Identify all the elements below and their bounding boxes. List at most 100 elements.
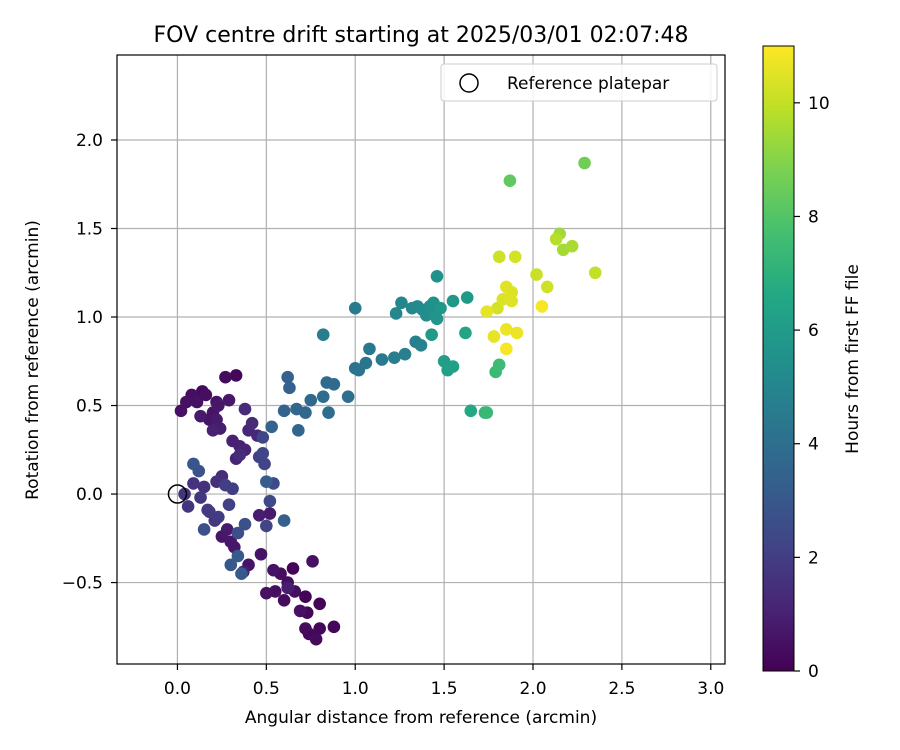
data-point — [181, 500, 195, 513]
data-points — [174, 156, 602, 646]
data-point — [178, 487, 191, 501]
y-tick-marks — [111, 139, 117, 584]
data-point — [187, 457, 200, 471]
data-point — [434, 301, 447, 315]
y-tick-label: 1.5 — [76, 219, 103, 239]
y-axis-label: Rotation from reference (arcmin) — [23, 220, 43, 500]
data-point — [565, 239, 579, 253]
data-point — [299, 590, 312, 604]
legend-box — [440, 63, 718, 102]
y-tick-label: −0.5 — [62, 574, 103, 594]
x-tick-label: 0.5 — [253, 679, 280, 699]
data-point — [199, 388, 213, 402]
y-tick-label: 0.5 — [76, 397, 103, 417]
data-point — [231, 549, 245, 563]
data-point — [480, 305, 494, 319]
data-point — [277, 404, 291, 418]
data-point — [398, 347, 412, 361]
data-point — [492, 250, 506, 264]
data-point — [395, 296, 408, 310]
data-point — [588, 266, 602, 280]
data-point — [224, 558, 238, 572]
data-point — [194, 409, 207, 423]
x-tick-label: 3.0 — [697, 679, 724, 699]
data-point — [500, 342, 513, 356]
data-point — [306, 555, 319, 568]
grid-lines — [117, 55, 725, 664]
data-point — [212, 399, 225, 412]
x-tick-label: 1.0 — [342, 679, 369, 699]
colorbar-gradient — [762, 45, 795, 672]
colorbar: 0 2 4 6 8 10 Hours from first FF file — [762, 45, 863, 682]
data-point — [260, 519, 273, 533]
data-point — [327, 620, 341, 634]
data-point — [256, 447, 270, 460]
data-point — [316, 390, 330, 403]
data-point — [265, 420, 278, 434]
legend: Reference platepar — [440, 63, 718, 102]
data-point — [348, 301, 362, 315]
data-point — [226, 482, 239, 496]
colorbar-ticks — [794, 102, 800, 672]
x-tick-marks — [176, 664, 712, 670]
data-point — [549, 232, 563, 246]
data-point — [446, 294, 460, 308]
colorbar-label: Hours from first FF file — [843, 264, 863, 454]
colorbar-tick-label: 6 — [808, 321, 819, 341]
data-point — [222, 498, 236, 511]
data-point — [187, 477, 200, 490]
legend-label: Reference platepar — [507, 74, 669, 94]
data-point — [256, 431, 270, 444]
data-point — [530, 268, 543, 281]
data-point — [277, 593, 291, 607]
data-point — [231, 526, 245, 540]
data-point — [322, 406, 335, 419]
x-tick-labels: 0.0 0.5 1.0 1.5 2.0 2.5 3.0 — [164, 679, 724, 699]
data-point — [487, 330, 501, 343]
data-point — [293, 604, 307, 618]
x-tick-label: 1.5 — [431, 679, 458, 699]
colorbar-tick-label: 4 — [808, 435, 819, 455]
data-point — [299, 622, 312, 635]
data-point — [238, 517, 252, 531]
data-point — [500, 323, 513, 336]
data-point — [327, 377, 341, 391]
data-point — [505, 285, 518, 299]
data-point — [510, 326, 524, 340]
data-point — [281, 370, 294, 384]
data-point — [359, 356, 373, 370]
data-point — [505, 294, 518, 308]
data-point — [425, 328, 438, 342]
data-point — [313, 597, 326, 611]
data-point — [220, 523, 234, 536]
data-point — [281, 581, 294, 595]
data-point — [464, 404, 478, 418]
data-point — [229, 369, 243, 382]
data-point — [389, 307, 403, 320]
data-point — [578, 156, 591, 170]
data-point — [174, 404, 188, 418]
data-point — [459, 326, 472, 340]
y-tick-label: 0.0 — [76, 485, 103, 505]
data-point — [254, 547, 268, 561]
plot-area-frame — [116, 54, 726, 665]
data-point — [508, 250, 522, 264]
y-tick-label: 1.0 — [76, 308, 103, 328]
data-point — [492, 358, 506, 372]
data-point — [286, 562, 300, 575]
data-point — [245, 416, 259, 430]
data-point — [446, 360, 460, 373]
chart-title: FOV centre drift starting at 2025/03/01 … — [154, 23, 689, 48]
data-point — [313, 622, 326, 635]
data-point — [190, 395, 204, 409]
x-tick-label: 2.0 — [519, 679, 546, 699]
data-point — [341, 390, 355, 403]
data-point — [206, 424, 220, 437]
data-point — [292, 424, 305, 437]
data-point — [414, 339, 428, 352]
data-point — [309, 632, 323, 646]
data-point — [219, 370, 232, 384]
data-point — [277, 514, 291, 527]
data-point — [263, 494, 277, 508]
